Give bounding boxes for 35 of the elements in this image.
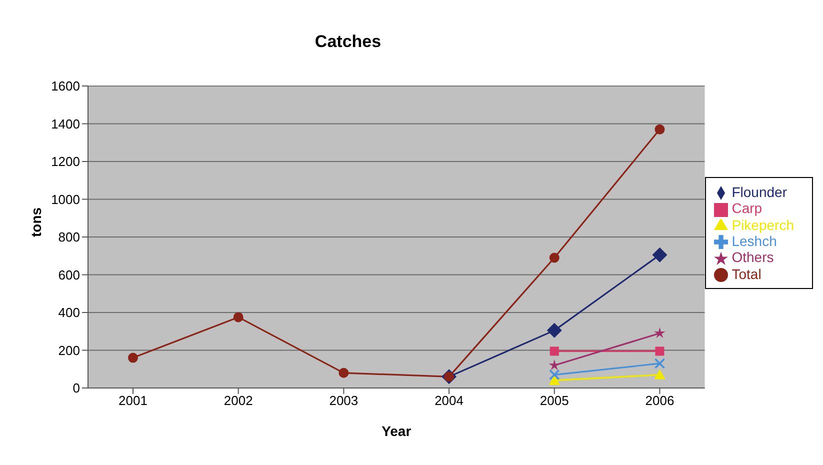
y-tick-label: 1200 [51, 154, 80, 170]
x-tick-label: 2002 [224, 393, 253, 408]
y-tick-label: 200 [58, 342, 80, 358]
y-tick-label: 400 [58, 305, 80, 320]
x-tick-label: 2006 [645, 393, 674, 408]
point [128, 352, 138, 363]
legend-label: Pikeperch [732, 216, 794, 233]
x-tick-label: 2003 [329, 393, 358, 408]
point [654, 358, 666, 369]
legend-label: Others [732, 249, 774, 266]
y-tick-label: 1000 [51, 192, 80, 207]
legend-label: Carp [732, 200, 762, 216]
y-tick-label: 1600 [51, 78, 80, 94]
y-tick-label: 0 [72, 380, 80, 396]
legend-label: Total [732, 266, 762, 282]
y-tick-label: 600 [58, 267, 80, 282]
chart-title: Catches [314, 32, 382, 52]
point [654, 327, 666, 338]
point [654, 124, 665, 134]
legend-label: Leshch [732, 233, 777, 249]
point [652, 247, 668, 262]
point [338, 368, 349, 378]
y-tick-label: 1400 [51, 116, 80, 132]
point [550, 346, 559, 356]
y-tick-label: 800 [58, 230, 80, 245]
x-tick-label: 2004 [434, 393, 464, 408]
y-axis-title: tons [28, 207, 44, 237]
x-tick-label: 2001 [118, 393, 148, 408]
x-tick-label: 2005 [540, 393, 569, 408]
legend-label: Flounder [732, 184, 787, 200]
point [549, 252, 560, 263]
point [233, 312, 244, 322]
point [655, 346, 664, 356]
point [546, 322, 562, 338]
x-axis-title: Year [382, 423, 412, 439]
